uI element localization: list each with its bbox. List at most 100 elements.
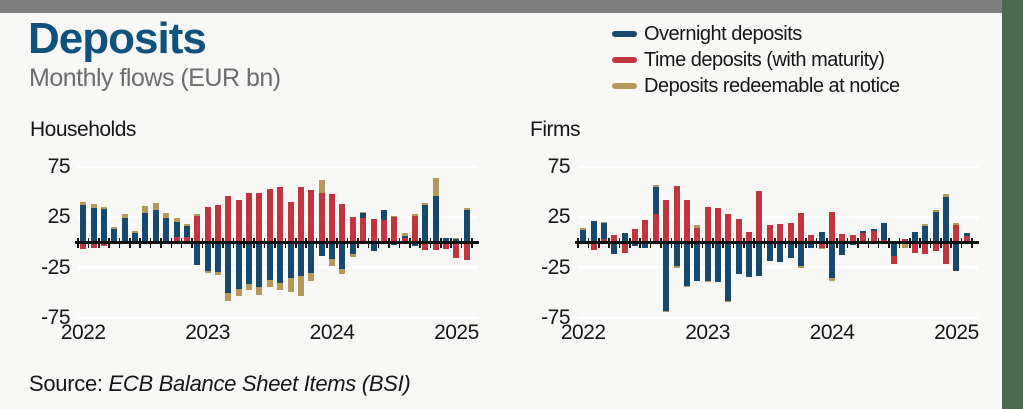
bar-segment-overnight <box>642 242 649 248</box>
axis-tick <box>743 237 745 248</box>
bar-segment-time <box>891 255 898 264</box>
bar-segment-time <box>194 216 201 243</box>
bar-segment-time <box>401 238 408 243</box>
bar-segment-time <box>266 189 273 243</box>
bar-segment-notice <box>391 216 398 218</box>
axis-tick <box>201 237 204 248</box>
bar-segment-notice <box>329 258 336 266</box>
axis-tick <box>629 237 631 248</box>
bar-segment-time <box>360 218 367 243</box>
bar-segment-time <box>380 220 387 243</box>
bar-segment-time <box>632 229 639 243</box>
bar-segment-overnight <box>694 242 701 281</box>
axis-tick <box>774 237 776 248</box>
bar-segment-notice <box>183 224 190 227</box>
bar-segment-overnight <box>735 242 742 274</box>
bar-segment-notice <box>90 204 97 209</box>
axis-tick <box>639 237 641 248</box>
bar-segment-notice <box>339 268 346 274</box>
bar-segment-notice <box>683 285 690 287</box>
bar-segment-overnight <box>621 233 628 243</box>
bar-segment-time <box>590 242 597 250</box>
axis-tick <box>618 237 621 248</box>
bar-segment-overnight <box>308 242 315 273</box>
chart-title: Firms <box>530 118 580 141</box>
gridline-25 <box>578 216 978 219</box>
axis-tick <box>97 237 100 248</box>
bar-segment-notice <box>277 282 284 290</box>
axis-tick <box>149 237 152 248</box>
bar-segment-time <box>735 219 742 243</box>
axis-tick <box>919 237 921 248</box>
y-axis-label-75: 75 <box>47 155 71 178</box>
bar-segment-notice <box>360 212 367 214</box>
bar-segment-time <box>777 224 784 243</box>
axis-tick <box>139 237 141 248</box>
page-subtitle: Monthly flows (EUR bn) <box>29 64 281 92</box>
axis-tick <box>180 237 183 248</box>
bar-segment-time <box>963 236 970 243</box>
bar-segment-time <box>901 239 908 243</box>
y-axis-label--75: -75 <box>541 306 570 329</box>
bar-segment-time <box>297 187 304 243</box>
bar-segment-time <box>235 200 242 243</box>
bar-segment-overnight <box>173 222 180 238</box>
bar-segment-notice <box>901 242 908 248</box>
bar-segment-overnight <box>132 233 139 243</box>
bar-segment-time <box>463 242 470 260</box>
bar-segment-overnight <box>194 242 201 265</box>
bar-segment-notice <box>411 214 418 217</box>
axis-tick <box>649 237 652 248</box>
axis-tick <box>284 237 287 248</box>
x-axis-year-label-2025: 2025 <box>934 321 979 344</box>
bar-segment-notice <box>121 214 128 219</box>
axis-tick <box>191 237 193 248</box>
bar-segment-time <box>100 242 107 246</box>
bar-segment-notice <box>204 270 211 273</box>
legend-label: Overnight deposits <box>644 22 802 45</box>
bar-segment-notice <box>152 203 159 211</box>
axis-tick <box>794 237 797 248</box>
bar-segment-notice <box>225 292 232 301</box>
axis-tick <box>680 237 683 248</box>
bar-segment-notice <box>266 279 273 287</box>
bar-segment-overnight <box>142 213 149 243</box>
bar-segment-notice <box>246 283 253 290</box>
bar-segment-notice <box>953 223 960 226</box>
bar-segment-overnight <box>463 210 470 243</box>
bar-segment-overnight <box>422 205 429 243</box>
axis-tick <box>419 237 421 248</box>
bar-segment-overnight <box>787 242 794 258</box>
bar-segment-time <box>277 187 284 243</box>
bar-segment-time <box>694 228 701 243</box>
bar-segment-time <box>308 190 315 243</box>
legend-swatch-time <box>612 57 637 63</box>
bar-segment-overnight <box>839 242 846 255</box>
bar-segment-overnight <box>580 230 587 243</box>
x-axis-line <box>75 241 479 244</box>
bar-segment-time <box>704 207 711 243</box>
bar-segment-overnight <box>590 221 597 243</box>
bar-segment-time <box>370 219 377 243</box>
axis-tick <box>294 237 297 248</box>
bar-segment-time <box>652 214 659 243</box>
axis-tick <box>888 237 890 248</box>
bar-segment-time <box>808 235 815 243</box>
bar-segment-overnight <box>714 242 721 282</box>
source-note: Source: ECB Balance Sheet Items (BSI) <box>29 371 411 397</box>
axis-tick <box>971 237 973 248</box>
bar-segment-notice <box>297 275 304 296</box>
legend-item-overnight: Overnight deposits <box>612 21 900 47</box>
axis-tick <box>701 237 704 248</box>
axis-tick <box>940 237 942 248</box>
bar-segment-overnight <box>152 210 159 243</box>
bar-segment-notice <box>580 228 587 231</box>
axis-tick <box>315 237 318 248</box>
bar-segment-overnight <box>756 242 763 276</box>
bar-segment-overnight <box>943 197 950 243</box>
bar-segment-notice <box>463 208 470 211</box>
bar-segment-notice <box>194 214 201 217</box>
bar-segment-time <box>818 242 825 248</box>
bar-segment-time <box>214 205 221 243</box>
axis-tick <box>408 237 411 248</box>
